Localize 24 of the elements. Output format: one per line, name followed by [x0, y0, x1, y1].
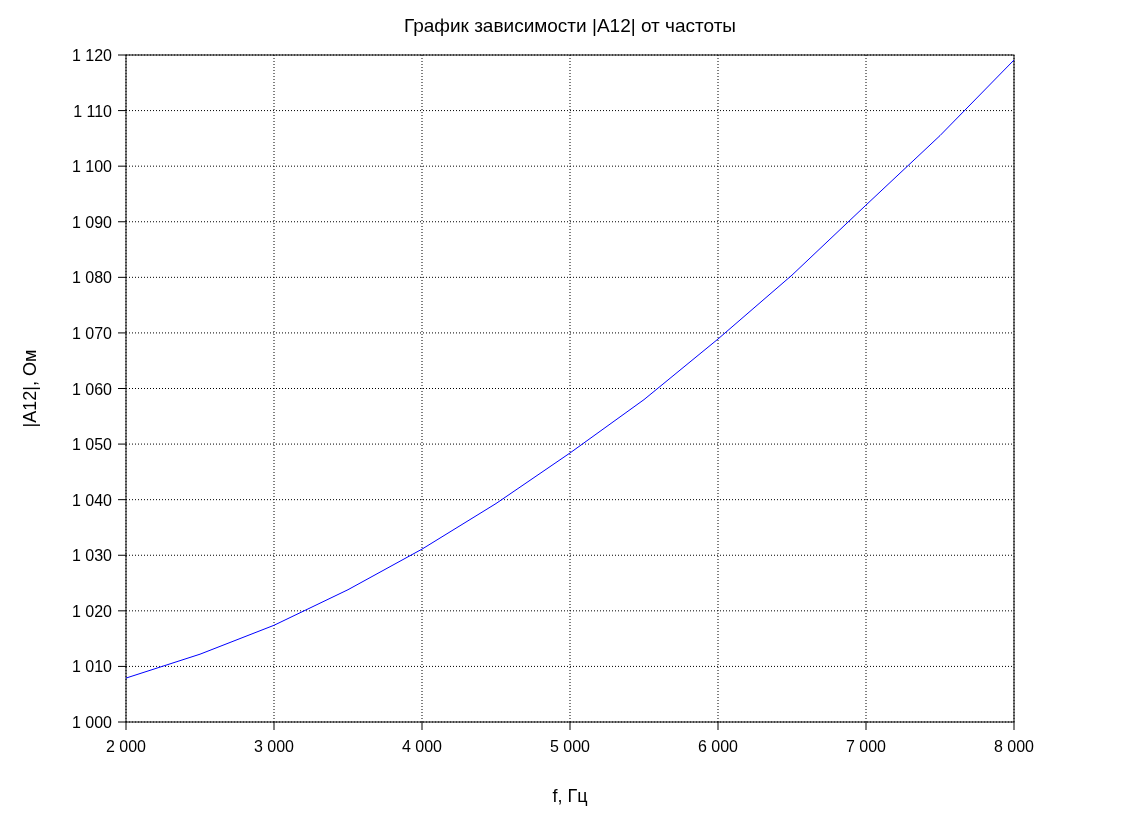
y-tick-label: 1 000	[71, 714, 113, 731]
x-axis-title: f, Гц	[552, 786, 588, 806]
y-tick-label: 1 110	[73, 102, 113, 120]
y-tick-label: 1 010	[71, 658, 113, 676]
y-tick-label: 1 070	[71, 324, 113, 342]
y-tick-label: 1 050	[71, 436, 113, 454]
y-tick-label: 1 060	[71, 380, 113, 398]
x-tick-label: 4 000	[401, 738, 443, 755]
chart-title: График зависимости |A12| от частоты	[403, 15, 737, 36]
y-tick-label: 1 090	[71, 213, 113, 231]
x-tick-label: 5 000	[549, 738, 591, 755]
x-tick-label: 7 000	[845, 738, 887, 755]
y-tick-label: 1 100	[71, 158, 113, 176]
line-series	[125, 59, 1015, 679]
y-tick-label: 1 120	[71, 47, 113, 64]
y-tick-label: 1 030	[71, 547, 113, 565]
x-tick-label: 8 000	[993, 738, 1035, 755]
y-tick-label: 1 080	[71, 269, 113, 287]
x-tick-label: 6 000	[697, 738, 739, 755]
y-tick-label: 1 020	[71, 602, 113, 620]
x-tick-label: 3 000	[253, 738, 295, 755]
x-tick-label: 2 000	[105, 738, 147, 755]
y-axis-title: |A12|, Ом	[20, 349, 40, 428]
y-tick-label: 1 040	[71, 491, 113, 509]
